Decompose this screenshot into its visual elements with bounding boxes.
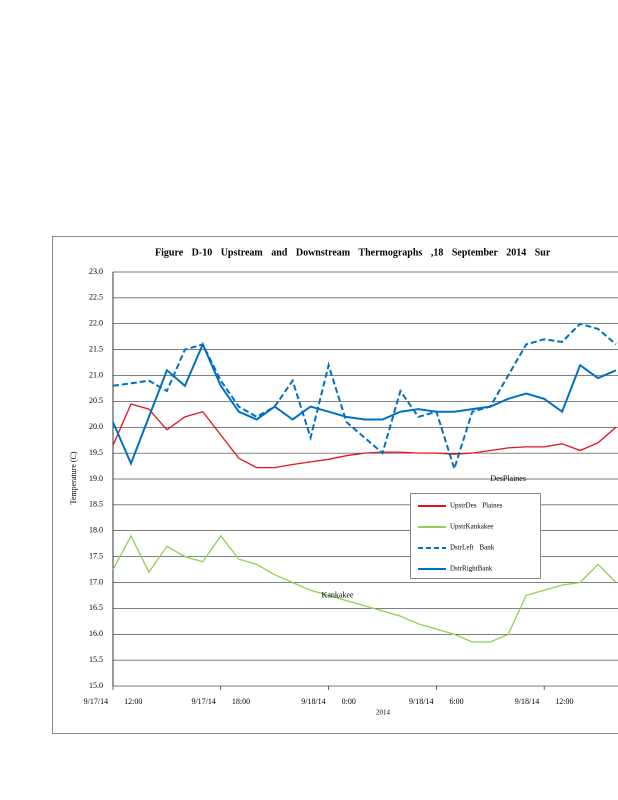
y-tick-label: 21.5 <box>89 344 103 353</box>
y-tick-label: 22.0 <box>89 319 103 328</box>
x-tick-label: 9/18/14 6:00 <box>409 697 464 706</box>
y-tick-label: 20.0 <box>89 422 103 431</box>
y-tick-label: 15.5 <box>89 655 103 664</box>
chart-title: Figure D-10 Upstream and Downstream Ther… <box>155 247 551 258</box>
y-axis-label: Temperature (C) <box>69 451 78 504</box>
legend-box <box>410 493 541 579</box>
legend-label: UpstrDes Plaines <box>450 502 503 510</box>
legend-label: DstrRightBank <box>450 565 493 573</box>
legend: UpstrDes Plaines UpstrKankakee DstrLeft Ba… <box>410 493 541 579</box>
y-tick-label: 16.0 <box>89 629 103 638</box>
y-tick-label: 20.5 <box>89 396 103 405</box>
legend-label: UpstrKankakee <box>450 523 494 531</box>
x-tick-label: 9/18/14 0:00 <box>301 697 356 706</box>
y-tick-label: 18.0 <box>89 526 103 535</box>
legend-label: DstrLeft Bank <box>450 544 495 552</box>
y-tick-label: 18.5 <box>89 500 103 509</box>
y-tick-label: 22.5 <box>89 293 103 302</box>
y-tick-label: 17.0 <box>89 577 103 586</box>
y-tick-label: 21.0 <box>89 370 103 379</box>
y-tick-label: 15.0 <box>89 681 103 690</box>
chart-frame <box>52 236 618 734</box>
y-tick-label: 17.5 <box>89 551 103 560</box>
y-tick-label: 19.5 <box>89 448 103 457</box>
series-line <box>112 341 617 467</box>
annotation: DesPlaines <box>490 474 526 483</box>
series-line <box>112 534 617 643</box>
y-tick-label: 16.5 <box>89 603 103 612</box>
x-tick-label: 9/18/14 12:00 <box>515 697 574 706</box>
series-line <box>112 322 617 473</box>
series-line <box>112 403 617 469</box>
y-tick-label: 19.0 <box>89 474 103 483</box>
y-tick-label: 23.0 <box>89 267 103 276</box>
x-tick-label: 9/17/14 18:00 <box>191 697 250 706</box>
annotation: Kankakee <box>322 590 354 599</box>
x-tick-label: 9/17/14 12:00 <box>84 697 143 706</box>
x-axis-label: 2014 <box>376 709 391 717</box>
